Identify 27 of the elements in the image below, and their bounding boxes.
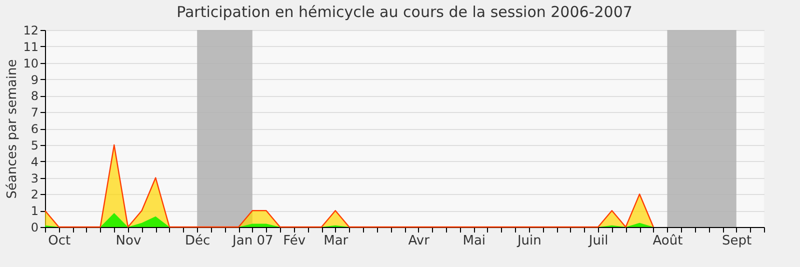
x-tick-label: Fév [283,234,306,248]
x-tick-label: Juil [588,234,608,248]
x-tick-label: Avr [408,234,430,248]
chart-title: Participation en hémicycle au cours de la session 2006-2007 [176,3,632,21]
y-tick-label: 10 [23,56,38,70]
x-tick-label: Sept [722,234,752,248]
y-tick-label: 2 [30,188,38,202]
x-tick-label: Mar [324,234,349,248]
y-tick-label: 8 [30,89,38,104]
y-tick-label: 7 [30,106,38,120]
y-tick-label: 11 [23,40,38,54]
x-tick-label: Août [652,234,683,248]
y-tick-label: 4 [30,154,38,169]
y-tick-label: 0 [30,220,38,234]
x-tick-label: Juin [516,234,542,248]
x-tick-label: Oct [48,234,71,248]
x-tick-label: Déc [185,234,210,248]
y-tick-label: 1 [30,204,38,218]
x-tick-label: Nov [116,234,142,248]
y-tick-label: 5 [30,138,38,152]
y-tick-label: 6 [30,122,38,136]
y-tick-label: 12 [23,24,38,38]
x-tick-label: Mai [462,234,486,248]
x-tick-label: Jan 07 [232,234,274,248]
y-axis-title: Séances par semaine [5,59,20,199]
y-tick-label: 9 [30,72,38,87]
y-tick-label: 3 [30,171,38,186]
